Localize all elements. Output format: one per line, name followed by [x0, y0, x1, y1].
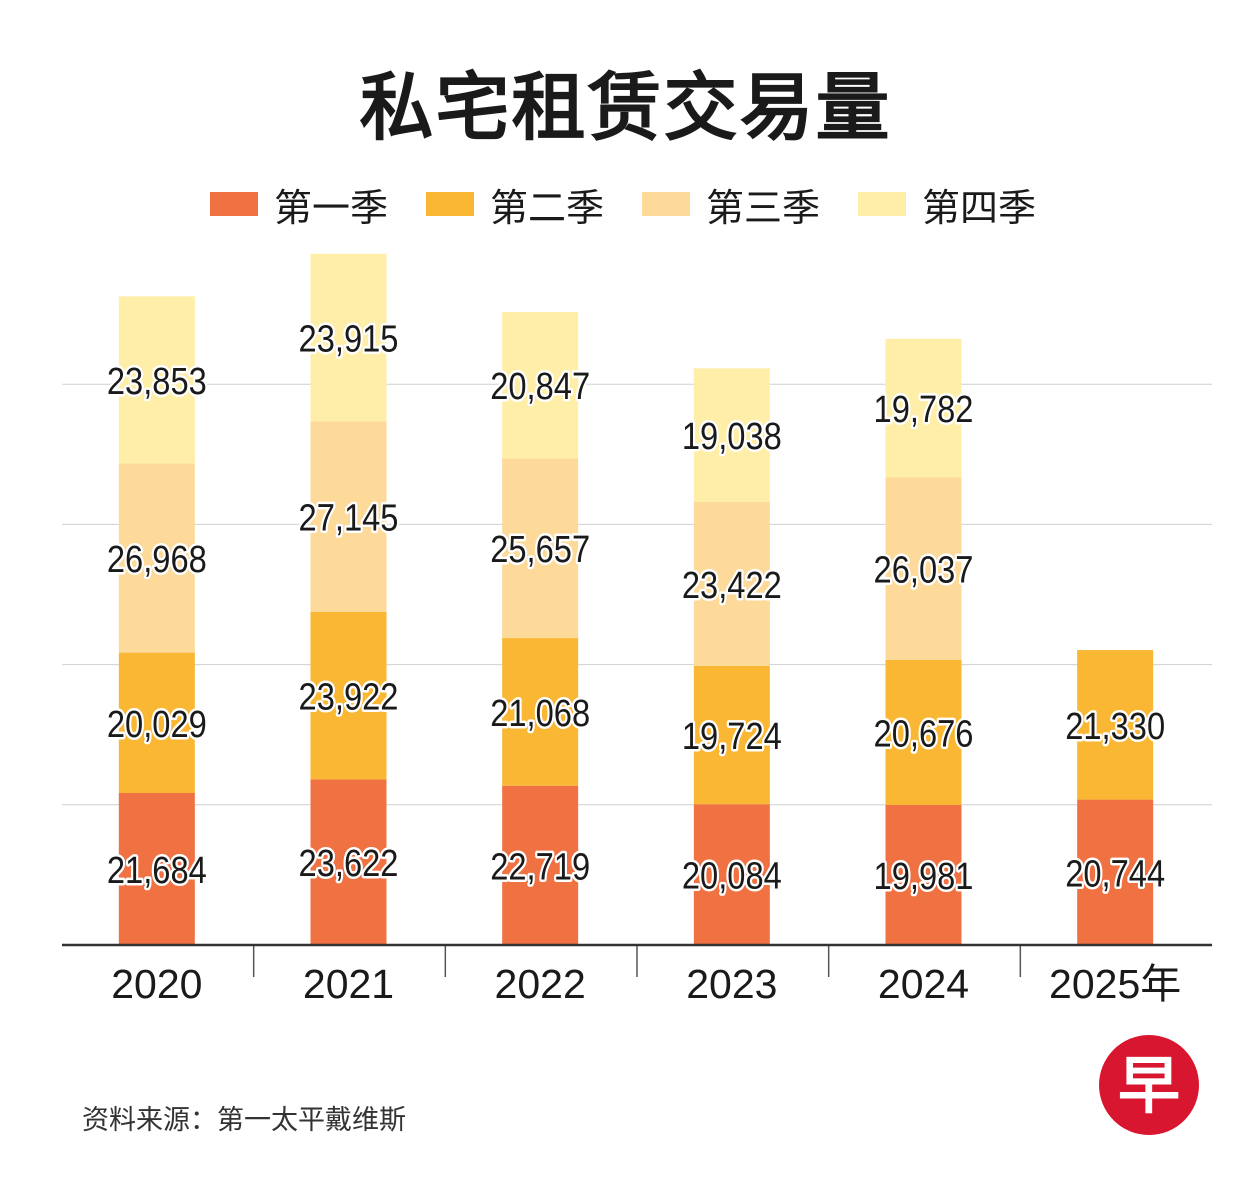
data-label: 20,744: [1065, 852, 1165, 895]
bar-segment: [1077, 650, 1154, 800]
bar-segment: [118, 296, 195, 464]
logo-text: 早: [1118, 1049, 1180, 1122]
bar-segment: [885, 338, 962, 478]
bar-segment: [502, 785, 579, 945]
data-label: 19,782: [874, 388, 974, 431]
chart-title: 私宅租赁交易量: [359, 65, 892, 151]
legend: 第一季 第二季 第三季 第四季: [210, 182, 1074, 230]
legend-label-q1: 第一季: [274, 185, 389, 230]
x-tick-label: 2021: [303, 961, 394, 1007]
logo-circle: [1099, 1035, 1199, 1135]
data-label: 20,847: [490, 365, 590, 408]
bar-segment: [693, 665, 770, 805]
data-label: 19,724: [682, 715, 782, 758]
bar-segment: [1077, 799, 1154, 945]
data-label: 23,853: [107, 360, 207, 403]
data-label: 25,657: [490, 528, 590, 571]
data-label: 23,622: [299, 842, 399, 885]
legend-swatch-q1: [210, 192, 258, 216]
legend-swatch-q2: [426, 192, 475, 216]
legend-label-q4: 第四季: [922, 185, 1037, 230]
x-tick-label: 2025年: [1049, 961, 1181, 1007]
bar-segment: [310, 611, 387, 780]
bar-segment: [693, 368, 770, 502]
legend-item-q2: 第二季: [426, 177, 604, 232]
data-label: 23,922: [299, 675, 399, 718]
stacked-bar-chart: 21,684 20,029 26,968 23,853 2020 23,622 23,922…: [62, 253, 1212, 1007]
x-tick-label: 2024: [878, 961, 969, 1007]
legend-item-q4: 第四季: [858, 177, 1036, 232]
data-label: 20,676: [874, 712, 974, 755]
data-label: 27,145: [299, 496, 399, 539]
data-label: 23,915: [299, 317, 399, 360]
bar-segment: [693, 501, 770, 666]
source-note: 资料来源：第一太平戴维斯: [82, 1105, 406, 1136]
legend-item-q3: 第三季: [642, 177, 820, 232]
data-label: 26,968: [107, 538, 207, 581]
bar-segment: [118, 792, 195, 945]
data-label: 23,422: [682, 564, 782, 607]
legend-swatch-q4: [858, 192, 907, 216]
bar-segment: [118, 463, 195, 653]
bar-segment: [118, 652, 195, 793]
bar-segment: [885, 659, 962, 805]
bar-segment: [502, 312, 579, 459]
data-label: 19,038: [682, 415, 782, 458]
bar-segment: [502, 458, 579, 639]
bar-segment: [885, 804, 962, 945]
bar-segment: [693, 804, 770, 945]
data-label: 21,330: [1065, 705, 1165, 748]
data-label: 20,084: [682, 854, 782, 897]
bar-segment: [310, 421, 387, 612]
x-tick-label: 2023: [686, 961, 777, 1007]
legend-swatch-q3: [642, 192, 691, 216]
legend-item-q1: 第一季: [210, 177, 388, 232]
data-label: 26,037: [874, 548, 974, 591]
data-label: 21,684: [107, 849, 207, 892]
bar-segment: [502, 638, 579, 786]
x-tick-label: 2022: [495, 961, 586, 1007]
legend-label-q3: 第三季: [706, 185, 821, 230]
data-label: 19,981: [874, 855, 974, 898]
bar-segment: [310, 779, 387, 945]
data-label: 22,719: [490, 845, 590, 888]
bar-segment: [310, 253, 387, 422]
bar-segment: [885, 477, 962, 660]
zaobao-logo-icon: 早: [1099, 1035, 1199, 1135]
x-tick-label: 2020: [111, 961, 202, 1007]
data-label: 20,029: [107, 702, 207, 745]
data-label: 21,068: [490, 692, 590, 735]
legend-label-q2: 第二季: [490, 185, 605, 230]
